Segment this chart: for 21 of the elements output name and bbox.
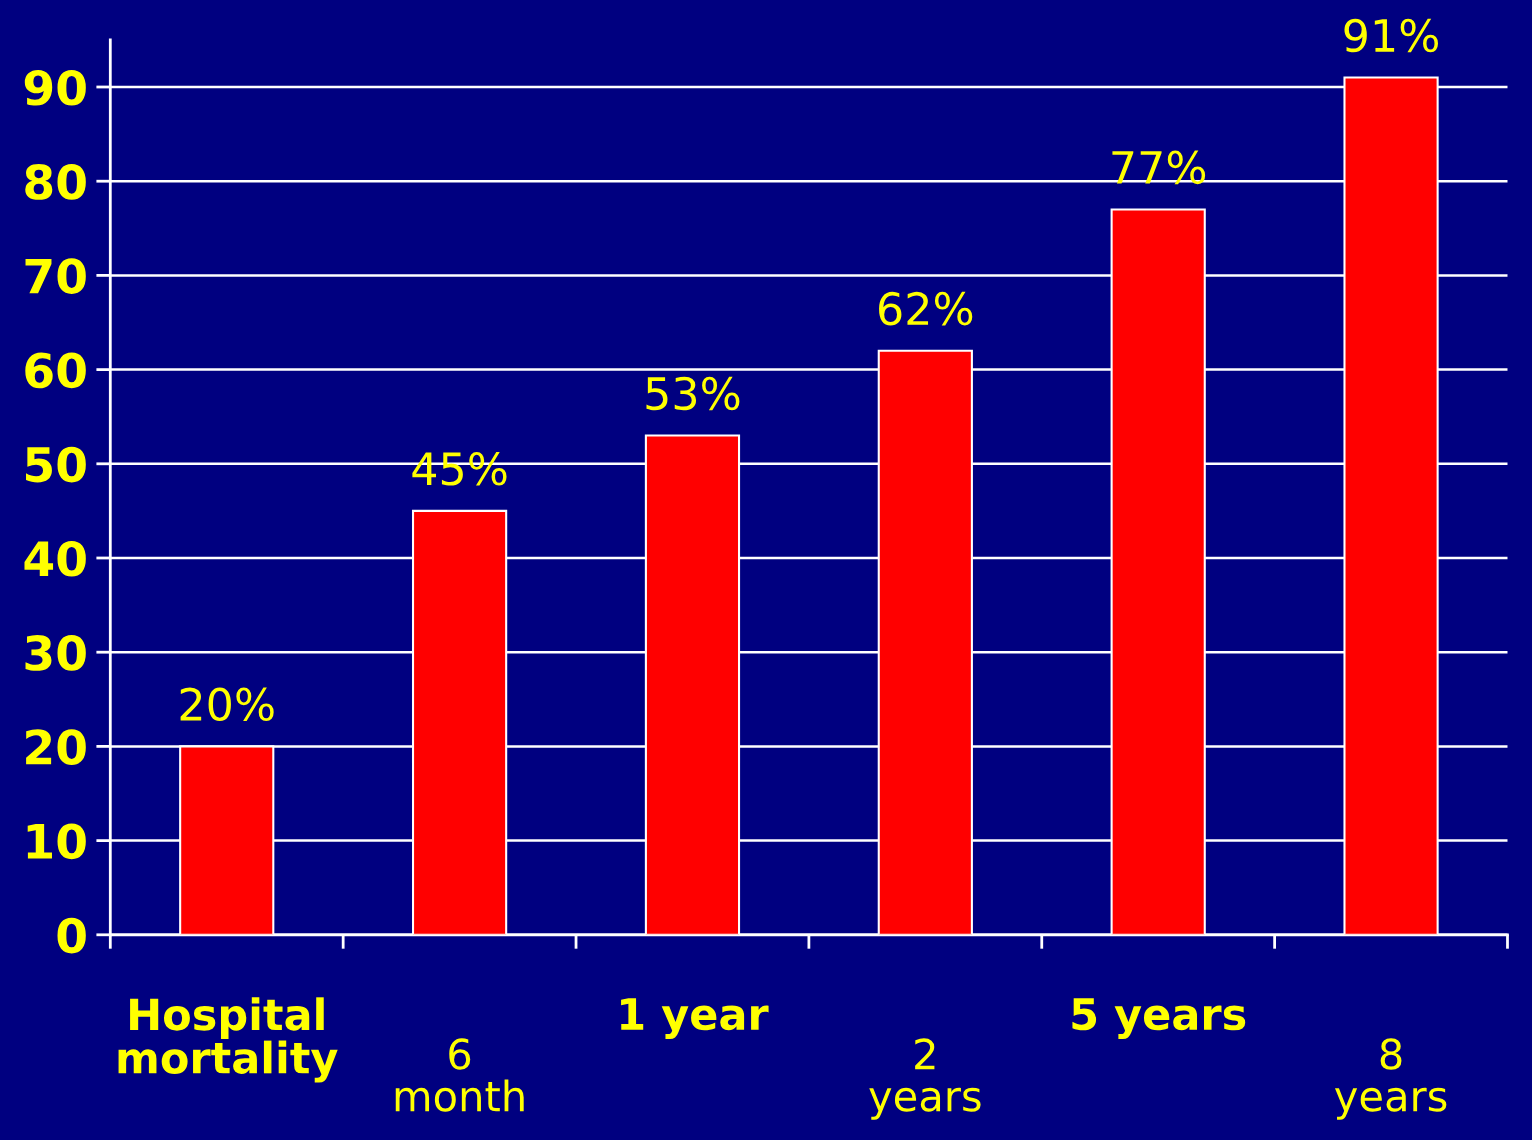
- x-tick-label: Hospital mortality: [118, 997, 338, 1083]
- x-tick-label: 2 years: [869, 1038, 981, 1120]
- y-tick-label: 20: [26, 729, 86, 766]
- y-tick-label: 90: [24, 69, 86, 106]
- y-tick-label: 30: [25, 635, 86, 671]
- data-label: 53%: [646, 376, 740, 411]
- x-tick-label: 8 years: [1334, 1038, 1447, 1120]
- y-tick-label: 70: [25, 258, 86, 295]
- data-label: 91%: [1344, 18, 1438, 53]
- data-label: 20%: [180, 687, 274, 722]
- y-tick-label: 10: [27, 823, 86, 860]
- data-label: 62%: [879, 291, 973, 326]
- data-label: 77%: [1112, 150, 1206, 185]
- x-tick-label: 6 month: [395, 1038, 524, 1112]
- x-tick-label: 5 years: [1072, 998, 1246, 1039]
- y-tick-label: 0: [57, 917, 86, 954]
- x-tick-label: 1 year: [621, 998, 769, 1039]
- y-tick-label: 60: [25, 352, 86, 389]
- y-tick-label: 80: [25, 164, 86, 200]
- y-tick-label: 40: [24, 540, 86, 577]
- y-tick-label: 50: [26, 446, 86, 483]
